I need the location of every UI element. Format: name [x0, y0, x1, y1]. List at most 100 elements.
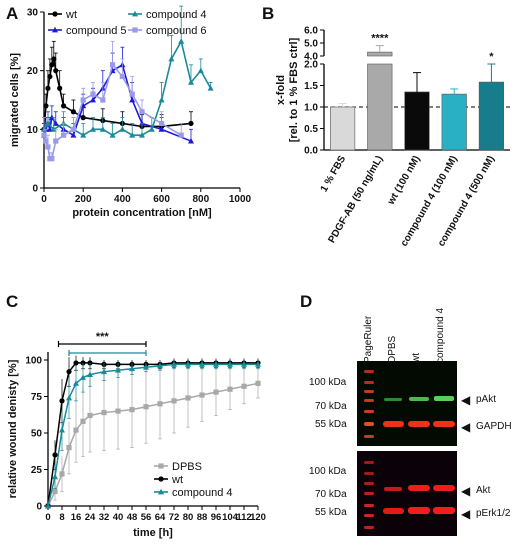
- series-line: [43, 63, 192, 142]
- data-point: [80, 97, 86, 103]
- x-tick-label: 72: [169, 512, 180, 523]
- x-tick-label: PDGF-AB (50 ng/mL): [326, 154, 385, 245]
- band-pakt-dpbs: [384, 398, 402, 401]
- series-line: [43, 63, 182, 160]
- data-point: [213, 360, 219, 366]
- data-point: [44, 120, 51, 126]
- series-wt: [41, 40, 194, 132]
- data-point: [129, 96, 136, 103]
- y-tick-label: 0.0: [304, 146, 318, 157]
- arrow-icon: ◀: [461, 420, 471, 434]
- data-point: [80, 418, 86, 424]
- x-tick-label: 56: [141, 512, 152, 523]
- lane-label-dpbs: DPBS: [387, 335, 398, 363]
- ladder-band: [364, 435, 374, 438]
- y-tick-label: 5.0: [304, 39, 318, 50]
- ladder-band: [364, 492, 374, 495]
- data-point: [199, 361, 205, 367]
- data-point: [73, 427, 79, 433]
- data-point: [43, 138, 49, 144]
- data-point: [139, 132, 145, 138]
- data-point: [80, 132, 87, 138]
- data-point: [101, 361, 107, 367]
- data-point: [178, 132, 184, 138]
- y-axis-label: x-fold[rel. to 1 % FBS ctrl]: [275, 37, 300, 142]
- data-point: [119, 73, 125, 80]
- data-point: [171, 398, 177, 404]
- significance-label: *: [489, 51, 494, 63]
- data-point: [90, 91, 96, 97]
- data-point: [99, 126, 106, 132]
- x-tick-label: 80: [183, 512, 194, 523]
- data-point: [213, 389, 219, 395]
- x-tick-label: 48: [127, 512, 138, 523]
- bar: [478, 81, 504, 151]
- series-compound-6: [41, 40, 184, 162]
- ladder-band: [364, 410, 374, 413]
- band-gapdh-compound-4: [433, 421, 455, 427]
- data-point: [199, 360, 205, 366]
- x-tick-label: 120: [250, 512, 266, 523]
- data-point: [115, 367, 121, 373]
- data-point: [41, 126, 47, 132]
- data-point: [158, 96, 165, 103]
- blot-top: [357, 361, 457, 446]
- significance-label: ****: [371, 33, 389, 45]
- band-label-perk: pErk1/2: [476, 508, 511, 519]
- x-tick-label: 800: [192, 194, 209, 205]
- series-compound-4: [41, 5, 214, 138]
- y-tick-label: 20: [27, 66, 39, 77]
- data-point: [241, 361, 247, 367]
- legend-marker: [52, 26, 58, 33]
- y-tick-label: 6.0: [304, 26, 318, 37]
- data-point: [119, 120, 125, 127]
- x-tick-label: 0: [45, 512, 50, 523]
- series-line: [43, 58, 192, 130]
- legend-marker: [158, 463, 164, 469]
- data-point: [87, 371, 93, 377]
- data-point: [110, 62, 116, 68]
- band-gapdh-wt: [408, 421, 430, 427]
- marker-label: 100 kDa: [309, 466, 347, 477]
- x-tick-label: 200: [75, 194, 92, 205]
- data-point: [101, 368, 107, 375]
- ladder-band: [364, 461, 374, 464]
- data-point: [188, 79, 194, 85]
- data-point: [227, 361, 233, 367]
- panel-letter-d: D: [300, 292, 313, 311]
- x-tick-label: 24: [85, 512, 96, 523]
- data-point: [255, 360, 261, 366]
- y-tick-label: 1.5: [304, 81, 318, 92]
- data-point: [57, 85, 63, 91]
- data-point: [70, 126, 76, 132]
- data-point: [41, 126, 47, 132]
- bar: [404, 91, 430, 151]
- data-point: [159, 123, 165, 129]
- y-tick-label: 30: [27, 8, 39, 19]
- data-point: [49, 156, 55, 162]
- legend-marker: [132, 27, 138, 33]
- legend-label: DPBS: [172, 461, 202, 473]
- data-point: [70, 109, 76, 115]
- series-wt: [45, 355, 261, 509]
- data-point: [59, 426, 65, 433]
- data-point: [45, 85, 51, 91]
- data-point: [129, 365, 135, 372]
- data-point: [159, 120, 165, 127]
- data-point: [119, 61, 126, 68]
- band-label-pakt: pAkt: [476, 394, 497, 405]
- data-point: [119, 126, 126, 132]
- data-point: [241, 383, 247, 389]
- x-tick-label: 96: [211, 512, 222, 523]
- data-point: [188, 120, 194, 127]
- y-tick-label: 4.0: [304, 52, 318, 63]
- ladder-band: [364, 526, 374, 529]
- significance-label: ***: [96, 331, 110, 343]
- marker-label: 55 kDa: [315, 507, 347, 518]
- x-tick-label: 16: [71, 512, 82, 523]
- legend-label: wt: [65, 9, 77, 21]
- data-point: [53, 138, 59, 144]
- ladder-band: [364, 482, 374, 485]
- data-point: [101, 409, 107, 416]
- data-point: [47, 73, 53, 80]
